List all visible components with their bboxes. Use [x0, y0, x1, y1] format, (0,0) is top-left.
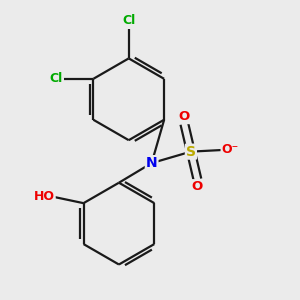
Text: O⁻: O⁻	[221, 143, 239, 157]
Text: HO: HO	[34, 190, 55, 203]
Text: Cl: Cl	[122, 14, 135, 27]
Text: O: O	[192, 180, 203, 193]
Text: S: S	[186, 145, 196, 159]
Text: O: O	[179, 110, 190, 123]
Text: Cl: Cl	[49, 72, 62, 85]
Text: N: N	[146, 156, 158, 170]
